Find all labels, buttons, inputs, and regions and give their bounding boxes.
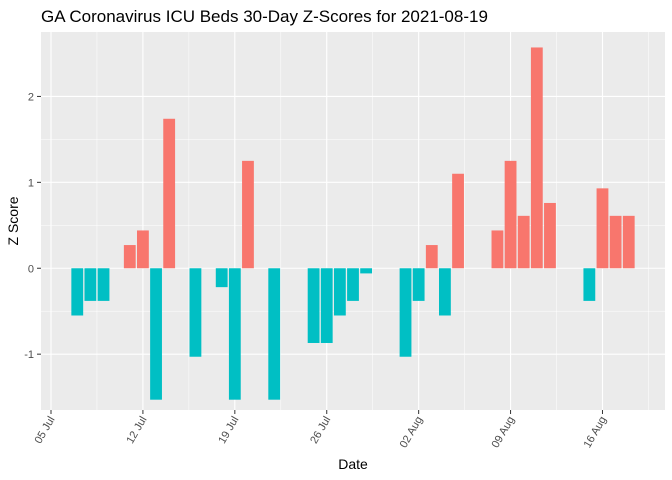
y-axis: -1 0 1 2 [24,91,41,361]
bar [583,268,596,301]
y-tick-label: 0 [28,263,34,275]
bar [399,268,412,357]
bar [622,215,635,269]
bar [150,268,162,400]
bar [360,268,373,274]
x-tick-label: 05 Jul [33,415,58,446]
bar [517,215,530,269]
bar [452,173,464,269]
bar [189,268,202,357]
y-axis-title: Z Score [5,196,21,245]
x-tick-label: 26 Jul [308,415,333,446]
x-axis-title: Date [338,456,368,472]
x-tick-label: 16 Aug [582,415,610,451]
y-tick-label: 2 [28,91,34,103]
plot-panel [41,32,665,410]
bars [71,47,635,400]
bar [609,215,622,269]
bar [425,245,438,269]
bar [242,160,254,269]
bar [163,118,176,269]
bar [412,268,425,301]
bar [307,268,320,343]
bar [123,245,136,269]
bar [215,268,228,288]
bar [84,268,97,301]
y-tick-label: -1 [24,349,34,361]
bar [347,268,359,301]
bar [137,230,149,269]
bar [320,268,333,343]
bar [504,160,517,269]
x-tick-label: 09 Aug [490,415,518,451]
bar [544,202,556,269]
bar [71,268,84,316]
bar [333,268,346,316]
chart-title: GA Coronavirus ICU Beds 30-Day Z-Scores … [41,7,488,26]
bar [228,268,241,400]
bar [530,47,543,269]
x-tick-label: 19 Jul [216,415,241,446]
bar [97,268,110,301]
bar [268,268,281,400]
bar [491,230,504,269]
bar [596,188,609,269]
y-tick-label: 1 [28,177,34,189]
x-tick-label: 02 Aug [398,415,426,451]
x-tick-label: 12 Jul [124,415,149,446]
x-axis: 05 Jul 12 Jul 19 Jul 26 Jul 02 Aug 09 Aug 16 A… [33,410,610,451]
bar [439,268,451,316]
